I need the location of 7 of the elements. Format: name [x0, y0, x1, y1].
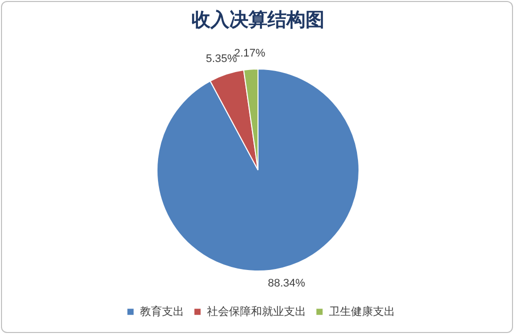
data-label: 5.35%: [206, 52, 238, 65]
legend-label: 社会保障和就业支出: [207, 304, 306, 318]
data-label: 88.34%: [268, 277, 306, 290]
legend-label: 教育支出: [140, 304, 184, 318]
legend-label: 卫生健康支出: [329, 304, 395, 318]
pie-slice: [156, 68, 360, 272]
chart-title: 收入决算结构图: [192, 9, 324, 31]
